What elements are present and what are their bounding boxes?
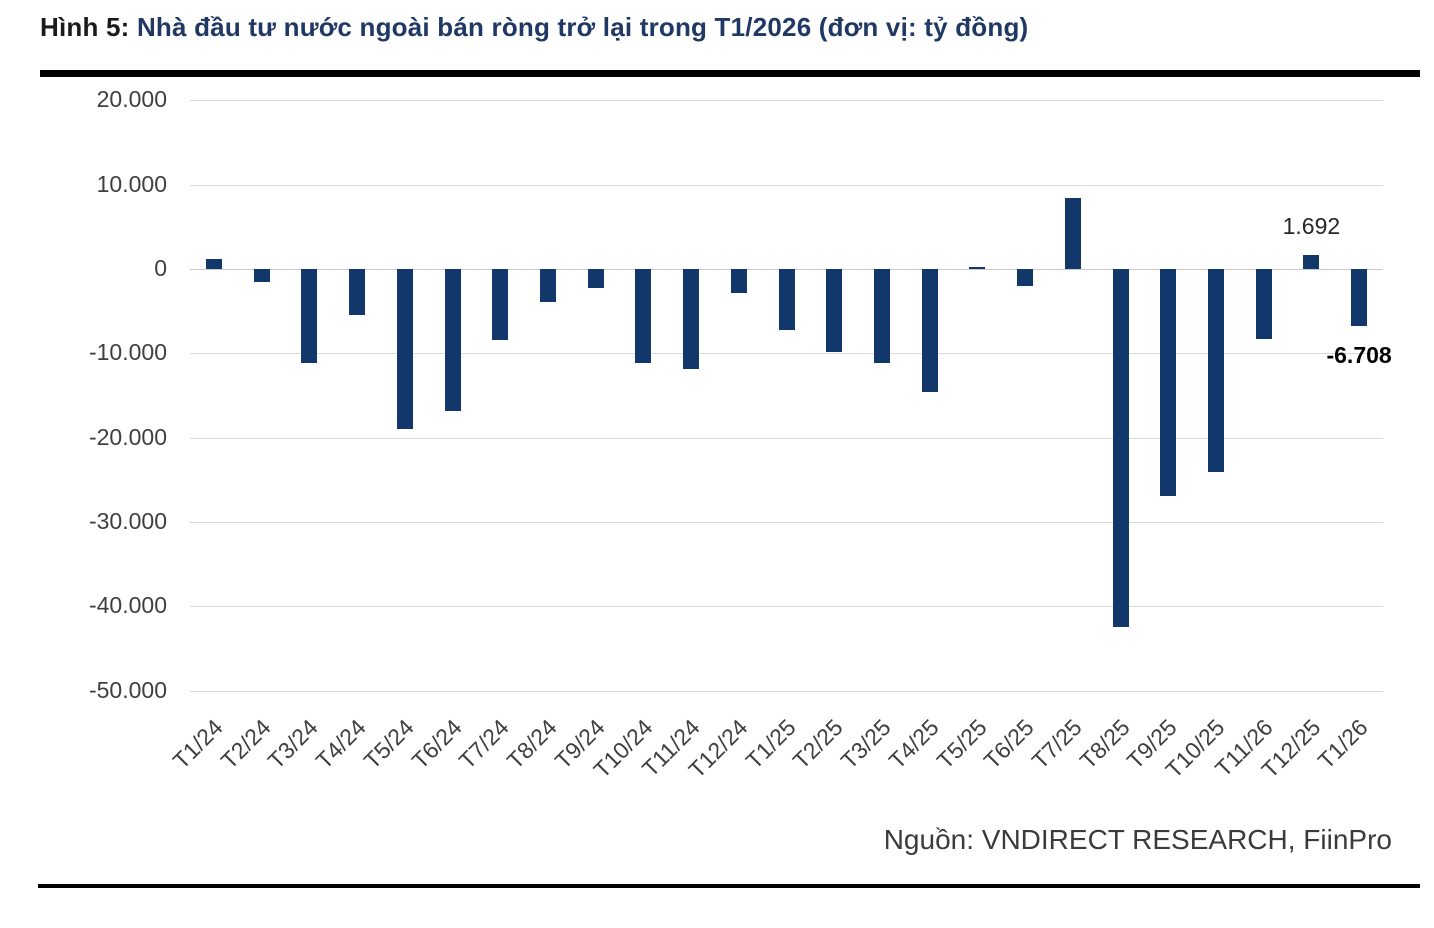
y-axis-tick-label: -40.000 xyxy=(88,592,167,619)
gridline xyxy=(190,690,1383,692)
bar-T4-25 xyxy=(921,269,938,393)
bar-T2-25 xyxy=(826,269,843,352)
gridline xyxy=(190,437,1383,439)
source-caption: Nguồn: VNDIRECT RESEARCH, FiinPro xyxy=(883,824,1392,855)
bar-T6-24 xyxy=(444,269,461,411)
x-axis-tick-label: T1/24 xyxy=(167,713,228,774)
bar-T8-24 xyxy=(539,269,556,302)
x-axis-tick-label: T8/25 xyxy=(1074,713,1135,774)
x-axis-tick-label: T1/26 xyxy=(1312,713,1373,774)
top-divider-rule xyxy=(40,70,1420,77)
gridline xyxy=(190,353,1383,355)
x-axis-tick-label: T3/25 xyxy=(835,713,896,774)
gridline xyxy=(190,184,1383,186)
figure-title: Hình 5: Nhà đầu tư nước ngoài bán ròng t… xyxy=(40,12,1028,43)
y-axis-tick-label: -30.000 xyxy=(88,507,167,534)
x-axis-tick-label: T4/24 xyxy=(310,713,371,774)
bar-T12-25 xyxy=(1303,254,1320,269)
y-axis-tick-label: 0 xyxy=(154,254,167,281)
y-axis-tick-label: -10.000 xyxy=(88,339,167,366)
bar-T11-26 xyxy=(1255,269,1272,339)
x-axis-tick-label: T7/24 xyxy=(454,713,515,774)
bar-T11-24 xyxy=(683,269,700,370)
bar-T9-25 xyxy=(1160,269,1177,496)
bar-value-annotation: -6.708 xyxy=(1326,341,1392,368)
figure-title-text: Nhà đầu tư nước ngoài bán ròng trở lại t… xyxy=(129,12,1029,42)
bar-T4-24 xyxy=(349,269,365,316)
bar-T3-24 xyxy=(301,269,318,364)
bar-T6-25 xyxy=(1017,269,1034,286)
bar-T1-25 xyxy=(778,269,795,330)
bar-T5-25 xyxy=(969,266,986,269)
bar-T10-24 xyxy=(635,269,652,363)
bar-T10-25 xyxy=(1208,269,1224,473)
bar-T7-25 xyxy=(1064,198,1081,269)
bar-T1-24 xyxy=(205,258,222,269)
bar-value-annotation: 1.692 xyxy=(1282,212,1341,239)
gridline xyxy=(190,521,1383,523)
x-axis-tick-label: T5/25 xyxy=(931,713,992,774)
x-axis-tick-label: T2/25 xyxy=(788,713,849,774)
bar-T1-26 xyxy=(1351,269,1368,326)
gridline xyxy=(190,100,1383,102)
x-axis-tick-label: T7/25 xyxy=(1026,713,1087,774)
x-axis-tick-label: T6/25 xyxy=(978,713,1039,774)
bottom-divider-rule xyxy=(38,884,1420,888)
bar-T12-24 xyxy=(730,269,747,294)
bar-T7-24 xyxy=(492,269,509,340)
x-axis-tick-label: T6/24 xyxy=(406,713,467,774)
y-axis-tick-label: -20.000 xyxy=(88,423,167,450)
x-axis-tick-label: T4/25 xyxy=(883,713,944,774)
bar-T3-25 xyxy=(873,269,890,363)
gridline xyxy=(190,606,1383,608)
bar-T2-24 xyxy=(253,269,270,282)
bar-T9-24 xyxy=(587,269,604,288)
y-axis-tick-label: 20.000 xyxy=(96,86,167,113)
x-axis-tick-label: T8/24 xyxy=(501,713,562,774)
x-axis-tick-label: T3/24 xyxy=(263,713,324,774)
bar-T8-25 xyxy=(1112,269,1129,628)
figure-number-label: Hình 5: xyxy=(40,12,130,42)
x-axis-tick-label: T1/25 xyxy=(740,713,801,774)
x-axis-tick-label: T2/24 xyxy=(215,713,276,774)
y-axis-tick-label: -50.000 xyxy=(88,676,167,703)
y-axis-tick-label: 10.000 xyxy=(96,170,167,197)
x-axis-tick-label: T5/24 xyxy=(358,713,419,774)
bar-T5-24 xyxy=(396,269,413,430)
